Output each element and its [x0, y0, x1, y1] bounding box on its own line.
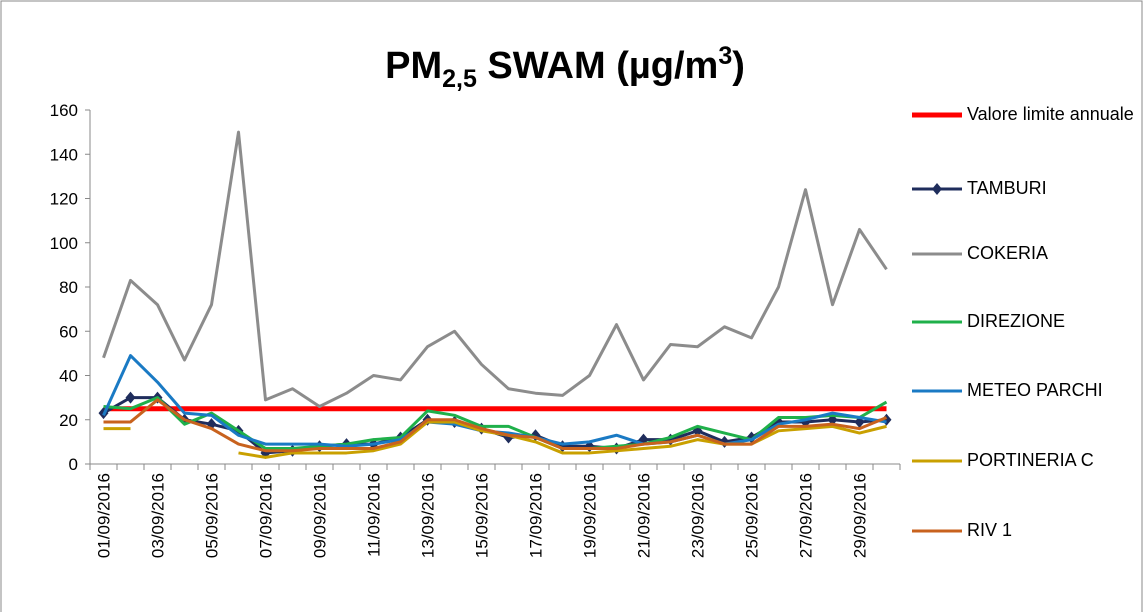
y-tick-label: 80	[59, 278, 78, 297]
title-part: PM	[385, 45, 442, 87]
legend-label: Valore limite annuale	[967, 104, 1134, 124]
title-subscript: 2,5	[442, 65, 477, 93]
y-tick-label: 20	[59, 411, 78, 430]
legend-label: RIV 1	[967, 520, 1013, 540]
legend-label: DIREZIONE	[967, 311, 1066, 331]
title-part: SWAM (µg/m	[477, 45, 718, 87]
x-tick-label: 21/09/2016	[635, 473, 654, 558]
legend-label: TAMBURI	[967, 178, 1047, 198]
chart-title: PM2,5 SWAM (µg/m3)	[385, 42, 745, 93]
y-tick-label: 60	[59, 322, 78, 341]
x-tick-label: 25/09/2016	[743, 473, 762, 558]
x-tick-label: 15/09/2016	[473, 473, 492, 558]
legend-label: PORTINERIA C	[967, 450, 1094, 470]
y-tick-label: 40	[59, 367, 78, 386]
x-tick-label: 27/09/2016	[797, 473, 816, 558]
legend-label: METEO PARCHI	[967, 380, 1103, 400]
series-line	[102, 130, 888, 408]
title-part: )	[732, 45, 745, 87]
x-tick-label: 23/09/2016	[689, 473, 708, 558]
x-tick-label: 11/09/2016	[365, 473, 384, 557]
x-tick-label: 03/09/2016	[149, 473, 168, 558]
y-tick-label: 160	[50, 101, 78, 120]
y-tick-label: 100	[50, 234, 78, 253]
x-tick-label: 09/09/2016	[311, 473, 330, 558]
x-tick-label: 01/09/2016	[95, 473, 114, 558]
x-tick-label: 19/09/2016	[581, 473, 600, 558]
x-tick-label: 05/09/2016	[203, 473, 222, 558]
series-line	[103, 398, 888, 453]
x-tick-label: 29/09/2016	[851, 473, 870, 558]
point-marker	[125, 391, 136, 404]
y-tick-label: 0	[69, 455, 78, 474]
x-tick-label: 13/09/2016	[419, 473, 438, 558]
y-tick-label: 120	[50, 190, 78, 209]
series-line	[103, 420, 887, 459]
x-tick-label: 17/09/2016	[527, 473, 546, 558]
legend-label: COKERIA	[967, 243, 1049, 263]
x-tick-label: 07/09/2016	[257, 473, 276, 558]
y-tick-label: 140	[50, 145, 78, 164]
title-superscript: 3	[718, 42, 732, 70]
legend-marker	[932, 183, 942, 195]
